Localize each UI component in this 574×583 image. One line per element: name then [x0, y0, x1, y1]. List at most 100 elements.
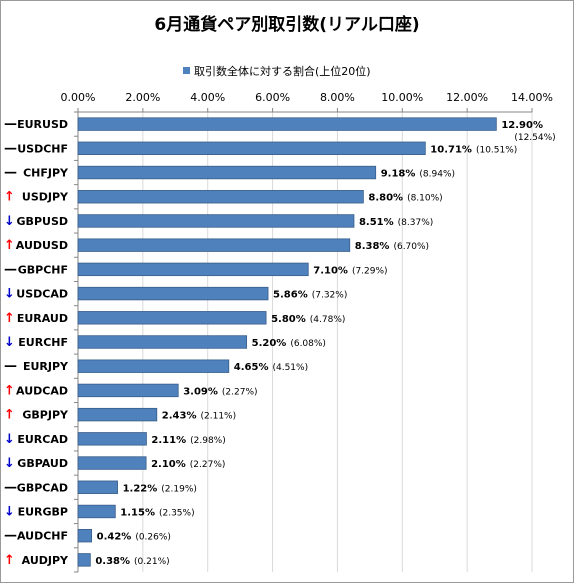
trend-marker: — — [4, 117, 17, 132]
previous-value-label: (7.32%) — [312, 291, 348, 301]
value-label: 0.38% — [95, 556, 130, 567]
bar-eurusd — [77, 117, 497, 131]
previous-value-label: (2.19%) — [161, 484, 197, 494]
trend-marker: — — [4, 141, 17, 156]
category-label: GBPJPY — [22, 409, 69, 422]
previous-value-label: (8.10%) — [407, 194, 443, 204]
trend-marker: — — [4, 529, 17, 544]
previous-value-label: (7.29%) — [352, 266, 388, 276]
category-label: GBPUSD — [17, 215, 68, 228]
value-label: 8.38% — [355, 241, 390, 252]
bar-usdcad — [77, 286, 269, 301]
x-tick-label: 14.00% — [511, 91, 553, 104]
legend-swatch — [183, 67, 190, 74]
x-tick-label: 0.00% — [61, 91, 96, 104]
value-label: 12.90% — [501, 120, 543, 131]
legend-label: 取引数全体に対する割合(上位20位) — [194, 64, 371, 78]
bar-audjpy — [77, 553, 91, 567]
previous-value-label: (8.94%) — [419, 170, 455, 180]
bar-audchf — [77, 528, 93, 543]
bar-usdjpy — [77, 190, 364, 204]
category-label: EURAUD — [17, 312, 68, 325]
category-label: AUDCAD — [16, 384, 68, 397]
x-tick-label: 12.00% — [446, 91, 488, 104]
trend-marker: ↓ — [4, 214, 15, 229]
bar-gbpcad — [77, 480, 118, 494]
previous-value-label: (12.54%) — [514, 133, 555, 143]
value-label: 5.20% — [252, 338, 287, 349]
value-label: 9.18% — [381, 169, 416, 180]
bar-gbpaud — [77, 456, 147, 470]
x-tick-label: 6.00% — [255, 91, 290, 104]
value-label: 4.65% — [234, 362, 269, 373]
category-label: EURCAD — [17, 433, 68, 446]
bar-eurchf — [77, 335, 248, 349]
trend-marker: ↓ — [4, 287, 15, 302]
trend-marker: ↑ — [4, 238, 15, 253]
value-label: 8.51% — [359, 217, 394, 228]
trend-marker: — — [4, 480, 17, 495]
previous-value-label: (4.78%) — [310, 315, 346, 325]
category-label: USDJPY — [22, 191, 69, 204]
previous-value-label: (2.27%) — [222, 387, 258, 397]
trend-marker: ↓ — [4, 432, 15, 447]
trend-marker: ↓ — [4, 335, 15, 350]
value-label: 5.86% — [273, 290, 308, 301]
previous-value-label: (6.08%) — [290, 339, 326, 349]
trend-marker: ↑ — [4, 311, 15, 326]
x-tick-label: 10.00% — [381, 91, 423, 104]
value-label: 1.22% — [123, 483, 158, 494]
trend-marker: ↓ — [4, 456, 15, 471]
category-label: USDCAD — [16, 288, 68, 301]
category-label: EURUSD — [17, 118, 68, 131]
previous-value-label: (0.26%) — [135, 533, 171, 543]
bar-usdchf — [77, 141, 426, 156]
previous-value-label: (2.98%) — [190, 436, 226, 446]
previous-value-label: (0.21%) — [134, 557, 170, 567]
bar-gbpusd — [77, 214, 355, 228]
x-tick-label: 8.00% — [320, 91, 355, 104]
category-label: USDCHF — [17, 142, 68, 155]
category-label: AUDCHF — [17, 530, 68, 543]
bar-eurgbp — [77, 504, 116, 519]
category-label: GBPCHF — [18, 263, 68, 276]
value-label: 8.80% — [368, 193, 403, 204]
trend-marker: ↑ — [4, 553, 15, 568]
bar-eurjpy — [77, 359, 230, 373]
trend-marker: ↓ — [4, 504, 15, 519]
bar-audusd — [77, 238, 351, 252]
trend-marker: ↑ — [4, 190, 15, 205]
previous-value-label: (4.51%) — [272, 363, 308, 373]
bar-euraud — [77, 311, 267, 325]
category-label: CHFJPY — [23, 167, 69, 180]
value-label: 3.09% — [183, 386, 218, 397]
value-label: 1.15% — [120, 507, 155, 518]
previous-value-label: (2.11%) — [201, 412, 237, 422]
trend-marker: ↑ — [4, 408, 15, 423]
trend-marker: — — [4, 359, 17, 374]
bar-gbpchf — [77, 262, 309, 277]
value-label: 2.43% — [162, 411, 197, 422]
value-label: 0.42% — [97, 532, 132, 543]
value-label: 10.71% — [430, 144, 472, 155]
bar-audcad — [77, 383, 179, 398]
category-label: EURJPY — [23, 360, 69, 373]
value-label: 2.10% — [151, 459, 186, 470]
category-label: AUDUSD — [16, 239, 68, 252]
category-label: AUDJPY — [22, 554, 69, 567]
category-label: EURCHF — [18, 336, 68, 349]
trend-marker: — — [4, 166, 17, 181]
value-label: 2.11% — [151, 435, 186, 446]
previous-value-label: (2.35%) — [159, 508, 195, 518]
x-tick-label: 4.00% — [190, 91, 225, 104]
chart-title: 6月通貨ペア別取引数(リアル口座) — [154, 14, 419, 35]
bar-eurcad — [77, 432, 147, 446]
previous-value-label: (2.27%) — [190, 460, 226, 470]
previous-value-label: (8.37%) — [398, 218, 434, 228]
previous-value-label: (10.51%) — [476, 145, 517, 155]
trend-marker: — — [4, 262, 17, 277]
category-label: GBPCAD — [17, 481, 68, 494]
category-label: GBPAUD — [17, 457, 68, 470]
bar-chfjpy — [77, 165, 377, 180]
